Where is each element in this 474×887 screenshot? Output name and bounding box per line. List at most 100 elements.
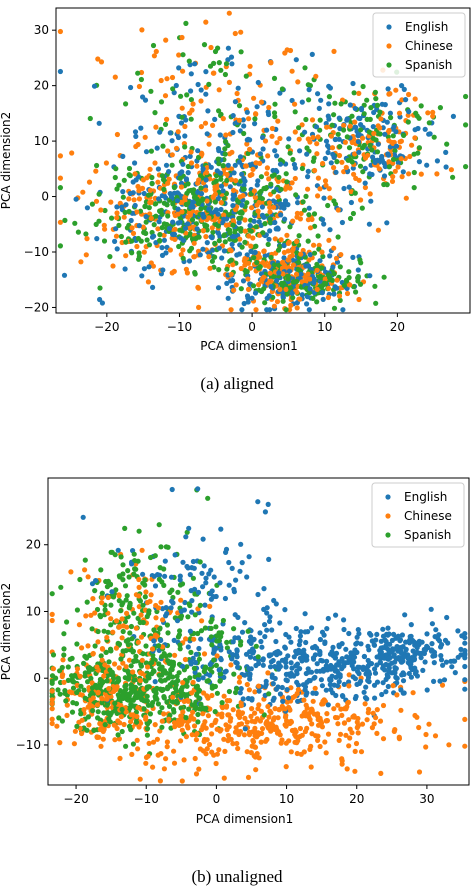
data-point-chinese xyxy=(227,247,233,253)
data-point-spanish xyxy=(367,116,373,122)
data-point-chinese xyxy=(106,686,112,692)
data-point-chinese xyxy=(337,285,343,291)
data-point-spanish xyxy=(78,683,84,689)
data-point-chinese xyxy=(351,171,357,177)
data-point-chinese xyxy=(234,90,240,97)
data-point-chinese xyxy=(153,615,159,621)
data-point-chinese xyxy=(233,725,239,731)
data-point-chinese xyxy=(162,93,169,99)
data-point-chinese xyxy=(152,160,158,166)
data-point-spanish xyxy=(119,602,125,608)
data-point-chinese xyxy=(346,672,352,678)
data-point-english xyxy=(281,255,287,261)
data-point-english xyxy=(358,122,364,128)
data-point-spanish xyxy=(381,274,387,280)
data-point-english xyxy=(159,245,165,251)
data-point-chinese xyxy=(148,592,154,598)
data-point-chinese xyxy=(253,111,259,117)
data-point-spanish xyxy=(205,495,211,501)
data-point-spanish xyxy=(119,706,125,713)
data-point-spanish xyxy=(212,240,218,246)
data-point-english xyxy=(371,109,377,116)
data-point-english xyxy=(325,702,331,708)
data-point-chinese xyxy=(266,714,272,720)
data-point-chinese xyxy=(164,76,170,82)
data-point-chinese xyxy=(369,725,375,731)
data-point-spanish xyxy=(180,52,186,58)
data-point-spanish xyxy=(351,284,357,290)
data-point-spanish xyxy=(366,129,372,135)
data-point-spanish xyxy=(209,642,215,648)
data-point-english xyxy=(355,668,361,675)
data-point-english xyxy=(323,138,330,144)
data-point-chinese xyxy=(49,688,55,694)
data-point-spanish xyxy=(334,159,340,165)
data-point-chinese xyxy=(130,230,137,236)
data-point-english xyxy=(393,143,400,149)
data-point-chinese xyxy=(235,745,241,752)
data-point-chinese xyxy=(155,226,161,232)
data-point-spanish xyxy=(221,232,228,238)
data-point-chinese xyxy=(356,296,362,303)
data-point-english xyxy=(358,105,365,112)
data-point-english xyxy=(228,278,234,284)
y-tick-label: 10 xyxy=(34,134,49,148)
data-point-chinese xyxy=(163,756,169,762)
data-point-spanish xyxy=(159,724,165,730)
data-point-spanish xyxy=(117,688,123,694)
data-point-spanish xyxy=(94,606,101,613)
data-point-chinese xyxy=(169,74,176,81)
data-point-english xyxy=(129,561,135,567)
y-tick-label: 30 xyxy=(34,23,49,37)
data-point-spanish xyxy=(209,258,215,264)
data-point-spanish xyxy=(112,700,118,706)
data-point-chinese xyxy=(341,169,347,175)
data-point-english xyxy=(234,654,240,660)
data-point-english xyxy=(189,598,195,604)
data-point-chinese xyxy=(57,153,64,159)
data-point-english xyxy=(462,640,468,646)
data-point-chinese xyxy=(135,705,141,711)
data-point-chinese xyxy=(77,673,83,680)
data-point-spanish xyxy=(319,283,326,289)
data-point-english xyxy=(356,115,362,121)
data-point-english xyxy=(409,637,415,643)
data-point-spanish xyxy=(210,229,216,235)
data-point-spanish xyxy=(444,141,450,147)
data-point-chinese xyxy=(165,180,171,186)
data-point-chinese xyxy=(260,259,266,266)
data-point-chinese xyxy=(285,248,291,254)
data-point-chinese xyxy=(277,135,283,142)
data-point-english xyxy=(313,124,320,130)
data-point-english xyxy=(215,211,221,217)
data-point-english xyxy=(410,648,416,654)
data-point-spanish xyxy=(248,228,254,234)
data-point-spanish xyxy=(125,637,131,643)
data-point-spanish xyxy=(357,163,364,169)
data-point-english xyxy=(218,647,224,653)
data-point-english xyxy=(183,117,189,123)
data-point-english xyxy=(237,154,244,160)
data-point-spanish xyxy=(98,653,104,659)
data-point-english xyxy=(284,687,290,693)
data-point-spanish xyxy=(196,706,202,712)
data-point-spanish xyxy=(145,702,152,708)
data-point-chinese xyxy=(145,664,151,670)
data-point-spanish xyxy=(226,212,232,218)
data-point-english xyxy=(289,665,295,671)
data-point-chinese xyxy=(309,721,315,727)
data-point-english xyxy=(207,672,213,678)
data-point-english xyxy=(437,678,443,684)
data-point-spanish xyxy=(96,218,102,224)
data-point-chinese xyxy=(97,721,103,727)
data-point-english xyxy=(452,670,458,676)
data-point-chinese xyxy=(163,37,169,43)
data-point-chinese xyxy=(108,616,114,622)
data-point-spanish xyxy=(388,115,394,121)
data-point-chinese xyxy=(346,717,352,723)
data-point-chinese xyxy=(252,710,258,716)
data-point-chinese xyxy=(271,204,277,210)
data-point-chinese xyxy=(205,695,211,701)
data-point-chinese xyxy=(252,729,258,735)
data-point-spanish xyxy=(337,144,343,150)
